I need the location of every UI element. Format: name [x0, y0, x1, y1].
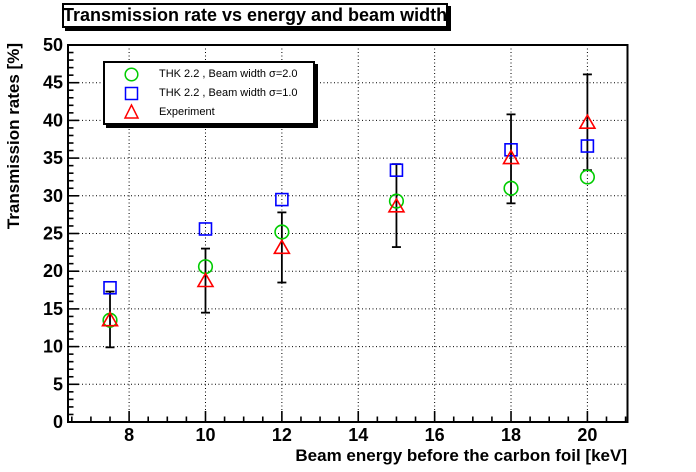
- marker-square: [103, 280, 117, 295]
- marker-triangle: [387, 197, 406, 213]
- y-tick-label: 0: [53, 412, 63, 432]
- legend-item-sigma2: THK 2.2 , Beam width σ=2.0: [105, 65, 313, 84]
- legend-item-experiment: Experiment: [105, 102, 313, 121]
- marker-circle: [388, 193, 405, 209]
- marker-triangle: [272, 238, 291, 255]
- axis-ticks: [68, 44, 627, 423]
- y-tick-label: 15: [43, 299, 63, 319]
- marker-square: [275, 192, 289, 207]
- x-tick-label: 20: [577, 425, 597, 445]
- y-tick-label: 10: [43, 337, 63, 357]
- marker-square: [504, 143, 518, 157]
- marker-triangle: [502, 148, 520, 165]
- chart-title: Transmission rate vs energy and beam wid…: [62, 5, 448, 25]
- y-tick-label: 20: [43, 261, 63, 281]
- x-tick-label: 12: [272, 425, 292, 445]
- x-tick-label: 18: [501, 425, 521, 445]
- tick-labels: 8 10 12 14 16 18 20 0 5 10 15 20 25 30 35 40 45 50: [43, 35, 597, 445]
- square-marker-icon: [124, 86, 139, 100]
- y-tick-label: 30: [43, 186, 63, 206]
- marker-circle: [503, 180, 519, 196]
- x-axis-title: Beam energy before the carbon foil [keV]: [295, 446, 627, 465]
- circle-marker-icon: [124, 67, 139, 82]
- gridlines: [68, 45, 628, 422]
- y-tick-label: 50: [43, 35, 63, 55]
- legend-label: Experiment: [159, 105, 215, 118]
- x-tick-label: 10: [195, 425, 215, 445]
- marker-triangle: [196, 271, 215, 288]
- triangle-marker-icon: [123, 103, 140, 119]
- y-tick-label: 35: [43, 148, 63, 168]
- marker-triangle: [101, 311, 119, 327]
- legend: THK 2.2 , Beam width σ=2.0 THK 2.2 , Bea…: [103, 61, 315, 125]
- x-tick-label: 14: [348, 425, 368, 445]
- x-tick-label: 8: [124, 425, 134, 445]
- chart-title-box: Transmission rate vs energy and beam wid…: [62, 3, 448, 28]
- y-tick-label: 45: [43, 73, 63, 93]
- x-tick-label: 16: [425, 425, 445, 445]
- y-tick-label: 25: [43, 224, 63, 244]
- legend-item-sigma1: THK 2.2 , Beam width σ=1.0: [105, 84, 313, 103]
- marker-square: [389, 163, 404, 177]
- marker-square: [198, 222, 213, 236]
- marker-triangle: [578, 113, 597, 129]
- y-tick-label: 5: [53, 374, 63, 394]
- marker-circle: [579, 169, 595, 185]
- legend-label: THK 2.2 , Beam width σ=2.0: [159, 68, 298, 81]
- data-points: [101, 73, 597, 349]
- legend-label: THK 2.2 , Beam width σ=1.0: [159, 87, 298, 99]
- marker-square: [580, 139, 595, 153]
- y-tick-label: 40: [43, 110, 63, 130]
- y-axis-title: Transmission rates [%]: [4, 43, 23, 229]
